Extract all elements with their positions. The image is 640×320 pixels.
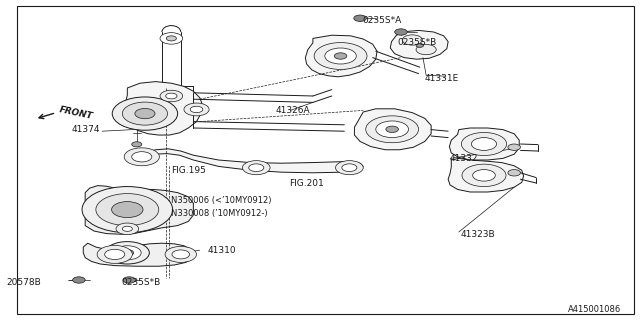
Polygon shape bbox=[449, 128, 519, 160]
Circle shape bbox=[376, 121, 408, 138]
Circle shape bbox=[335, 161, 364, 175]
Text: FRONT: FRONT bbox=[58, 105, 93, 121]
Text: N330008 (’10MY0912-): N330008 (’10MY0912-) bbox=[171, 209, 268, 218]
Circle shape bbox=[105, 249, 125, 260]
Circle shape bbox=[314, 43, 367, 69]
Circle shape bbox=[113, 246, 141, 260]
Text: 0235S*B: 0235S*B bbox=[398, 38, 437, 47]
Polygon shape bbox=[124, 82, 203, 135]
Circle shape bbox=[116, 223, 139, 235]
Circle shape bbox=[112, 97, 178, 130]
Text: 20578B: 20578B bbox=[6, 278, 41, 287]
Circle shape bbox=[402, 35, 422, 45]
Circle shape bbox=[461, 132, 507, 156]
Circle shape bbox=[82, 187, 173, 233]
Text: 0235S*A: 0235S*A bbox=[362, 16, 401, 25]
Circle shape bbox=[395, 29, 407, 35]
Circle shape bbox=[416, 44, 424, 47]
Text: N350006 (<’10MY0912): N350006 (<’10MY0912) bbox=[171, 196, 271, 204]
Circle shape bbox=[472, 138, 497, 150]
Circle shape bbox=[160, 90, 182, 102]
Circle shape bbox=[121, 250, 134, 256]
Circle shape bbox=[106, 242, 149, 264]
Circle shape bbox=[386, 126, 399, 132]
Circle shape bbox=[122, 102, 168, 125]
Circle shape bbox=[132, 142, 142, 147]
Circle shape bbox=[165, 246, 196, 262]
Circle shape bbox=[123, 277, 136, 283]
Polygon shape bbox=[305, 35, 377, 77]
Circle shape bbox=[342, 164, 357, 172]
Text: 41323B: 41323B bbox=[461, 230, 495, 239]
Circle shape bbox=[132, 152, 152, 162]
Circle shape bbox=[462, 164, 506, 187]
Circle shape bbox=[135, 108, 155, 119]
Polygon shape bbox=[85, 186, 193, 234]
Circle shape bbox=[243, 161, 270, 175]
Circle shape bbox=[249, 164, 264, 172]
Circle shape bbox=[365, 116, 419, 143]
Text: A415001086: A415001086 bbox=[568, 305, 621, 314]
Circle shape bbox=[111, 202, 143, 218]
Circle shape bbox=[97, 245, 132, 263]
Text: 41374: 41374 bbox=[72, 125, 100, 134]
Circle shape bbox=[160, 33, 182, 44]
Circle shape bbox=[508, 170, 520, 176]
Circle shape bbox=[184, 103, 209, 116]
Text: 41332: 41332 bbox=[450, 154, 479, 163]
Circle shape bbox=[172, 250, 189, 259]
Circle shape bbox=[473, 170, 495, 181]
Circle shape bbox=[508, 144, 520, 150]
Polygon shape bbox=[134, 149, 364, 173]
Circle shape bbox=[166, 36, 177, 41]
Polygon shape bbox=[448, 158, 524, 192]
Circle shape bbox=[325, 48, 356, 64]
Circle shape bbox=[124, 148, 159, 166]
Circle shape bbox=[96, 194, 159, 226]
Text: 41331E: 41331E bbox=[425, 74, 459, 83]
Circle shape bbox=[72, 277, 85, 283]
Polygon shape bbox=[390, 30, 448, 59]
Circle shape bbox=[334, 53, 347, 59]
Circle shape bbox=[354, 15, 366, 21]
Circle shape bbox=[190, 106, 203, 113]
Circle shape bbox=[416, 44, 436, 55]
Text: 41326A: 41326A bbox=[275, 106, 310, 115]
Text: FIG.201: FIG.201 bbox=[289, 179, 324, 188]
Circle shape bbox=[166, 93, 177, 99]
Text: FIG.195: FIG.195 bbox=[171, 166, 205, 175]
Polygon shape bbox=[83, 243, 193, 266]
Circle shape bbox=[122, 226, 132, 231]
Text: 0235S*B: 0235S*B bbox=[121, 278, 160, 287]
Text: 41310: 41310 bbox=[207, 246, 236, 255]
Polygon shape bbox=[355, 109, 431, 150]
